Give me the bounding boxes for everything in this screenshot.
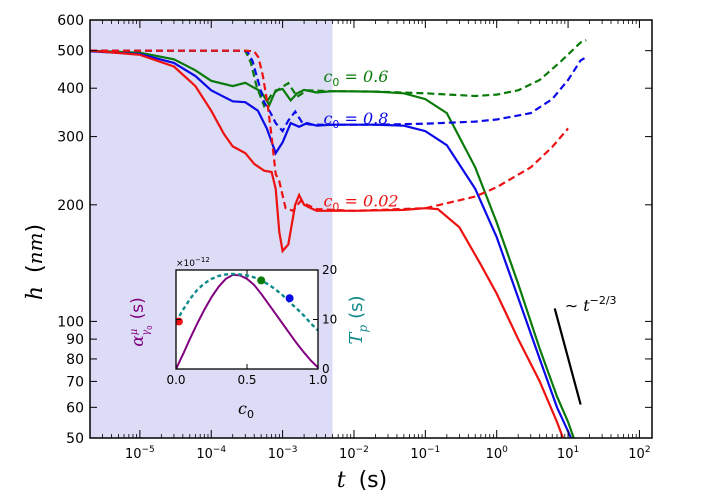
x-tick-label: 10−3 — [268, 445, 298, 462]
inset-left-curve — [176, 273, 318, 369]
slope-line — [553, 308, 582, 405]
inset-scale-label: ×10−12 — [176, 256, 210, 269]
x-axis-unit: (s) — [359, 468, 388, 493]
x-tick-label: 10−5 — [125, 445, 155, 462]
y-tick-label: 90 — [66, 332, 84, 348]
series-solid-0 — [90, 49, 575, 438]
x-tick-label: 10−1 — [410, 445, 440, 462]
inset-left-ylabel: αμγ0(s) — [128, 297, 154, 347]
x-axis-label: t (s) — [337, 468, 387, 493]
y-axis-unit: (nm) — [23, 224, 48, 273]
series-label-0: c0 = 0.6 — [323, 67, 388, 89]
inset-right-tick-label: 20 — [322, 263, 337, 277]
y-axis-label: h (nm) — [23, 224, 48, 300]
inset-right-ylabel: Tp(s) — [346, 295, 370, 344]
plot-frame — [89, 19, 653, 439]
inset-marker-2 — [285, 294, 294, 303]
series-solid-1 — [90, 50, 573, 438]
y-tick-label: 600 — [57, 13, 84, 29]
main-plot: 10−5 10−4 10−3 10−2 10−1 100 101 102 5060708090… — [23, 13, 653, 493]
svg-text:αμγ0(s): αμγ0(s) — [128, 297, 154, 347]
x-tick-label: 102 — [628, 445, 650, 462]
shaded-region — [90, 20, 333, 438]
y-tick-label: 50 — [66, 431, 84, 447]
slope-label: ∼ t−2/3 — [565, 294, 617, 315]
series-label-2: c0 = 0.02 — [323, 192, 398, 214]
x-tick-label: 100 — [486, 445, 509, 462]
y-tick-label: 400 — [57, 81, 84, 97]
x-tick-label: 10−2 — [339, 445, 369, 462]
inset-right-tick-label: 0 — [322, 362, 330, 376]
x-tick-label: 101 — [557, 445, 579, 462]
inset-x-tick-label: 1.0 — [308, 373, 327, 387]
series-dashed-2 — [90, 49, 569, 213]
y-tick-label: 100 — [57, 314, 84, 330]
inset-right-curve — [176, 272, 318, 332]
y-tick-label: 500 — [57, 44, 84, 60]
curves-layer — [90, 39, 587, 438]
y-tick-label: 200 — [57, 198, 84, 214]
y-tick-label: 80 — [66, 352, 84, 368]
y-tick-label: 60 — [66, 400, 84, 416]
y-axis-symbol: h — [23, 286, 48, 300]
inset-x-tick-label: 0.0 — [166, 373, 185, 387]
series-dashed-1 — [90, 49, 586, 134]
inset-right-tick-label: 10 — [322, 313, 337, 327]
series-labels: c0 = 0.6 c0 = 0.8 c0 = 0.02 — [323, 67, 398, 214]
inset-plot: 0.0 0.5 1.00 10 20 ×10−12 c0 αμγ0(s) Tp(s) — [128, 256, 370, 421]
x-axis-symbol: t — [337, 468, 346, 493]
inset-x-tick-label: 0.5 — [237, 373, 256, 387]
y-tick-label: 70 — [66, 374, 84, 390]
inset-x-label: c0 — [238, 399, 254, 421]
x-axis-ticks: 10−5 10−4 10−3 10−2 10−1 100 101 102 — [89, 20, 651, 462]
inset-marker-1 — [257, 276, 266, 285]
x-tick-label: 10−4 — [196, 445, 226, 462]
series-label-1: c0 = 0.8 — [323, 109, 388, 131]
slope-annotation: ∼ t−2/3 — [553, 294, 617, 405]
inset-ticks: 0.0 0.5 1.00 10 20 — [166, 263, 337, 387]
y-tick-label: 300 — [57, 130, 84, 146]
series-solid-2 — [90, 49, 565, 438]
